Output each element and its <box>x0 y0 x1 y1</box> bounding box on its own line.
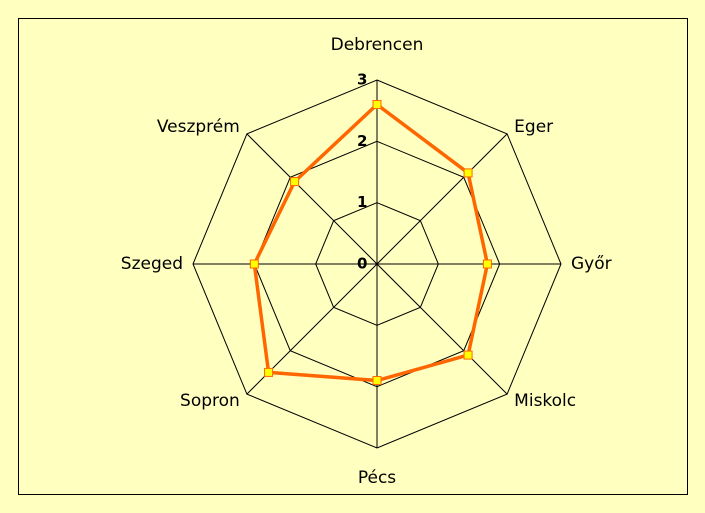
category-label: Győr <box>571 254 612 274</box>
category-label: Veszprém <box>157 117 240 137</box>
marker <box>482 259 492 269</box>
marker <box>372 100 382 110</box>
category-label: Eger <box>514 117 553 137</box>
spoke <box>376 133 508 265</box>
marker <box>290 177 300 187</box>
category-label: Sopron <box>180 391 240 411</box>
category-label: Debrencen <box>331 35 424 55</box>
category-label: Miskolc <box>514 391 576 411</box>
r-tick-label: 0 <box>357 255 367 273</box>
category-label: Szeged <box>121 254 183 274</box>
spoke <box>246 133 378 265</box>
r-tick-label: 1 <box>357 193 367 211</box>
r-tick-label: 2 <box>357 132 367 150</box>
marker <box>463 350 473 360</box>
marker <box>463 168 473 178</box>
category-label: Pécs <box>358 468 396 488</box>
marker <box>372 376 382 386</box>
marker <box>249 259 259 269</box>
r-tick-label: 3 <box>357 71 367 89</box>
spoke <box>376 263 508 395</box>
marker <box>264 367 274 377</box>
plot-frame <box>18 18 688 495</box>
